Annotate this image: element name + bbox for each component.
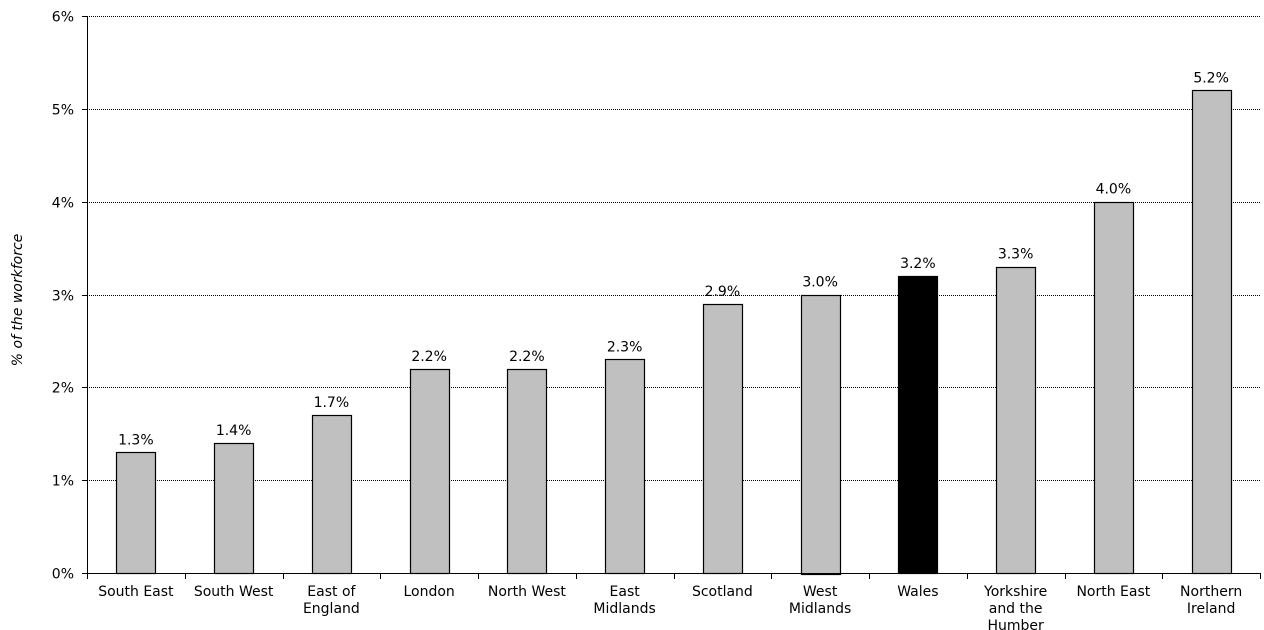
data-label: 1.7% xyxy=(314,395,350,411)
bars xyxy=(115,89,1233,576)
bar-east-midlands xyxy=(604,358,646,575)
data-labels: 1.3% 1.4% 1.7% 2.2% 2.2% 2.3% 2.9% 3.0% 3.2% 3.3%… xyxy=(118,70,1229,448)
category-label: Wales xyxy=(897,584,938,600)
bar-south-east xyxy=(115,451,157,575)
bar-london xyxy=(409,368,451,575)
axes xyxy=(82,16,1261,579)
y-tick-label: 3% xyxy=(52,289,74,305)
data-label: 1.3% xyxy=(118,432,154,448)
bar-yorkshire-and-the-humber xyxy=(995,266,1037,575)
y-tick-label: 5% xyxy=(52,103,74,119)
data-label: 3.2% xyxy=(900,256,936,272)
bar-north-west xyxy=(506,368,548,575)
y-tick-label: 0% xyxy=(52,567,74,583)
data-label: 3.3% xyxy=(998,247,1034,263)
category-label: Yorkshire and the Humber xyxy=(983,584,1047,630)
data-label: 2.2% xyxy=(411,349,447,365)
y-tick-labels: 0% 1% 2% 3% 4% 5% 6% xyxy=(52,10,74,583)
data-label: 2.3% xyxy=(607,339,643,355)
category-label: East Midlands xyxy=(593,584,655,617)
category-label: North East xyxy=(1076,584,1150,600)
y-tick-label: 4% xyxy=(52,196,74,212)
bar-northern-ireland xyxy=(1191,89,1233,575)
data-label: 5.2% xyxy=(1193,70,1229,86)
category-label: Scotland xyxy=(692,584,753,600)
category-label: South East xyxy=(98,584,174,600)
bar-west-midlands xyxy=(800,294,842,576)
data-label: 4.0% xyxy=(1096,182,1132,198)
y-tick-label: 6% xyxy=(52,10,74,26)
data-label: 2.2% xyxy=(509,349,545,365)
bar-north-east xyxy=(1093,201,1135,575)
bar-wales xyxy=(897,275,939,575)
gridlines xyxy=(87,16,1260,481)
data-label: 2.9% xyxy=(705,284,741,300)
data-label: 3.0% xyxy=(802,275,838,291)
y-tick-label: 1% xyxy=(52,474,74,490)
category-labels: South East South West East of England London… xyxy=(98,584,1242,630)
category-label: Northern Ireland xyxy=(1180,584,1242,617)
data-label: 1.4% xyxy=(216,423,252,439)
y-axis-title: % of the workforce xyxy=(10,234,26,367)
y-tick-label: 2% xyxy=(52,381,74,397)
category-label: London xyxy=(403,584,454,600)
bar-scotland xyxy=(702,303,744,575)
bar-south-west xyxy=(213,442,255,575)
category-label: South West xyxy=(194,584,274,600)
category-label: North West xyxy=(488,584,567,600)
bar-east-of-england xyxy=(311,414,353,575)
category-label: West Midlands xyxy=(789,584,851,617)
category-label: East of England xyxy=(303,584,360,617)
